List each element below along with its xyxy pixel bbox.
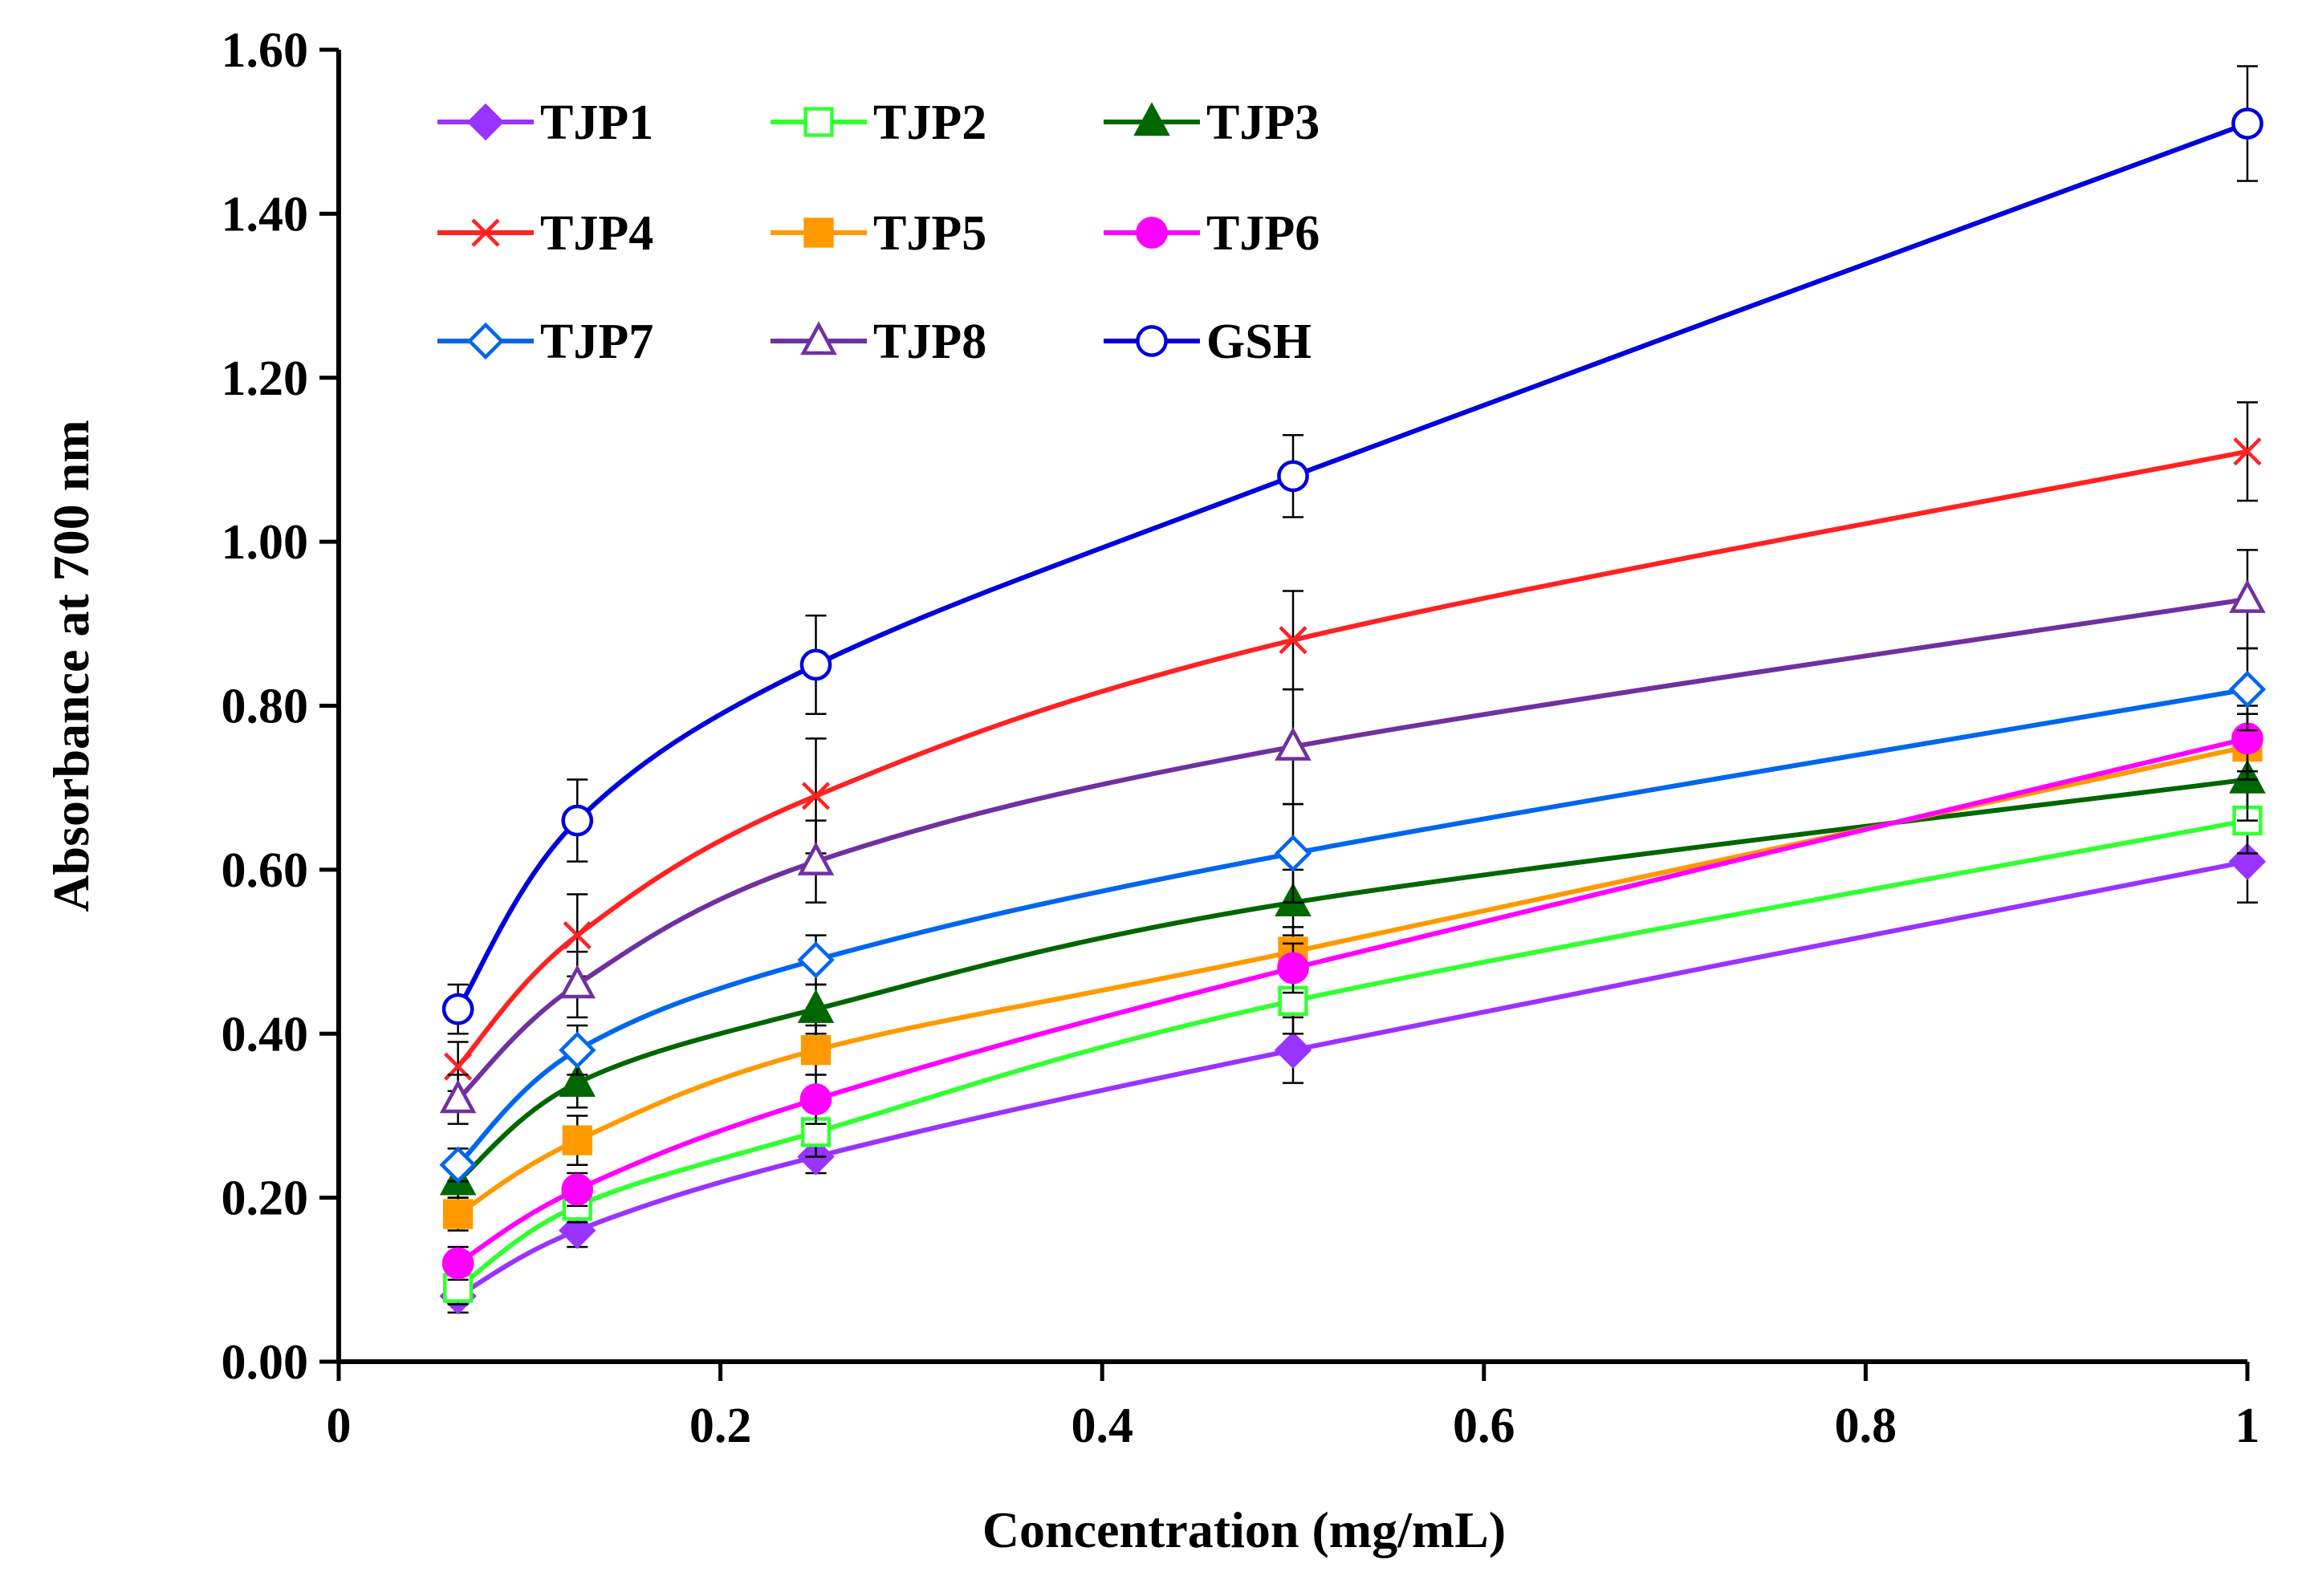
data-point: [561, 1173, 594, 1206]
series-line-gsh: [456, 121, 2249, 1011]
data-point: [442, 1199, 474, 1229]
legend-item-tjp5: TJP5: [771, 206, 986, 261]
data-point: [800, 1035, 832, 1066]
series-group: [439, 65, 2267, 1315]
legend-marker: [1133, 102, 1170, 136]
y-tick-label: 0.20: [222, 1172, 309, 1226]
legend-label: TJP5: [873, 206, 986, 261]
data-point: [2231, 108, 2263, 140]
legend-marker: [803, 217, 834, 248]
x-tick-label: 0.4: [1071, 1399, 1133, 1453]
data-point: [561, 804, 594, 837]
x-marker-stroke: [471, 218, 500, 247]
x-tick-label: 1: [2235, 1399, 2260, 1453]
data-point: [441, 1247, 474, 1280]
series-line-tjp4: [456, 449, 2248, 1069]
series-tjp6: [441, 705, 2263, 1281]
x-marker-stroke: [1279, 626, 1307, 655]
legend-marker: [471, 218, 500, 247]
y-tick-label: 0.00: [222, 1335, 309, 1390]
legend-label: TJP2: [873, 95, 986, 150]
data-point: [439, 1079, 477, 1114]
legend-marker: [803, 107, 834, 137]
y-tick-label: 1.60: [222, 23, 309, 78]
legend-label: TJP6: [1206, 206, 1320, 261]
data-point: [2228, 670, 2267, 709]
legend-label: TJP8: [873, 315, 986, 369]
legend-item-tjp3: TJP3: [1104, 95, 1320, 150]
legend-marker: [466, 103, 505, 141]
series-tjp7: [439, 647, 2267, 1184]
legend-marker: [1136, 325, 1168, 357]
series-gsh: [441, 65, 2263, 1035]
x-tick-label: 0.2: [689, 1399, 752, 1453]
y-tick-label: 0.40: [222, 1007, 309, 1062]
data-point: [559, 1031, 596, 1069]
legend-item-gsh: GSH: [1104, 315, 1312, 369]
series-tjp2: [442, 786, 2263, 1306]
legend-label: TJP3: [1206, 95, 1320, 150]
data-point: [563, 921, 592, 950]
y-tick-label: 0.80: [222, 680, 309, 734]
data-point: [797, 989, 835, 1023]
x-marker-stroke: [563, 921, 592, 950]
data-point: [799, 1083, 832, 1115]
data-point: [441, 993, 474, 1025]
data-point: [559, 965, 596, 999]
legend-item-tjp7: TJP7: [437, 315, 653, 369]
legend-item-tjp4: TJP4: [437, 206, 653, 261]
series-line-tjp6: [457, 736, 2248, 1265]
x-tick-label: 0.6: [1453, 1399, 1515, 1453]
y-tick-label: 1.20: [222, 351, 309, 406]
x-marker-stroke: [801, 782, 831, 810]
legend-marker: [800, 321, 837, 355]
series-line-tjp2: [456, 818, 2248, 1290]
legend-item-tjp1: TJP1: [437, 95, 653, 150]
legend-label: TJP7: [540, 315, 653, 369]
data-point: [1275, 726, 1312, 761]
series-tjp5: [442, 713, 2263, 1232]
data-point: [1274, 835, 1312, 872]
x-tick-label: 0.8: [1835, 1399, 1897, 1453]
legend-marker: [466, 322, 505, 360]
data-point: [2233, 437, 2262, 466]
series-line-tjp7: [456, 687, 2248, 1167]
legend-item-tjp8: TJP8: [771, 315, 986, 369]
data-point: [562, 1125, 592, 1155]
data-point: [2229, 579, 2266, 613]
data-point: [801, 782, 831, 810]
data-point: [1277, 952, 1309, 985]
legend-item-tjp2: TJP2: [771, 95, 986, 150]
axes-group: 0.00 0.20 0.40 0.60 0.80 1.00 1.20 1.40 1.60 0 0.2…: [222, 23, 2260, 1453]
series-line-tjp8: [456, 596, 2248, 1102]
legend: TJP1 TJP2 TJP3 TJP4 TJP5 TJP6 TJP7 TJP8 GSH: [437, 95, 1320, 369]
data-point: [1274, 1031, 1312, 1069]
data-point: [799, 648, 832, 681]
data-point: [559, 1062, 596, 1097]
y-axis-title: Absorbance at 700 nm: [43, 420, 100, 912]
data-point: [797, 841, 835, 875]
data-point: [439, 1146, 477, 1184]
x-axis-title: Concentration (mg/mL): [982, 1501, 1506, 1558]
series-tjp8: [439, 549, 2266, 1125]
data-point: [1279, 626, 1307, 655]
x-tick-label: 0: [327, 1399, 352, 1453]
x-marker-stroke: [2233, 437, 2262, 466]
y-tick-label: 1.40: [222, 187, 309, 242]
legend-label: GSH: [1206, 315, 1312, 369]
legend-label: TJP1: [540, 95, 653, 150]
series-tjp3: [439, 737, 2266, 1199]
series-line-tjp5: [457, 744, 2248, 1216]
legend-label: TJP4: [540, 206, 653, 261]
y-tick-label: 1.00: [222, 515, 309, 570]
data-point: [797, 941, 835, 979]
y-tick-label: 0.60: [222, 843, 309, 898]
legend-marker: [1136, 217, 1168, 249]
legend-item-tjp6: TJP6: [1104, 206, 1320, 261]
data-point: [1277, 460, 1309, 493]
